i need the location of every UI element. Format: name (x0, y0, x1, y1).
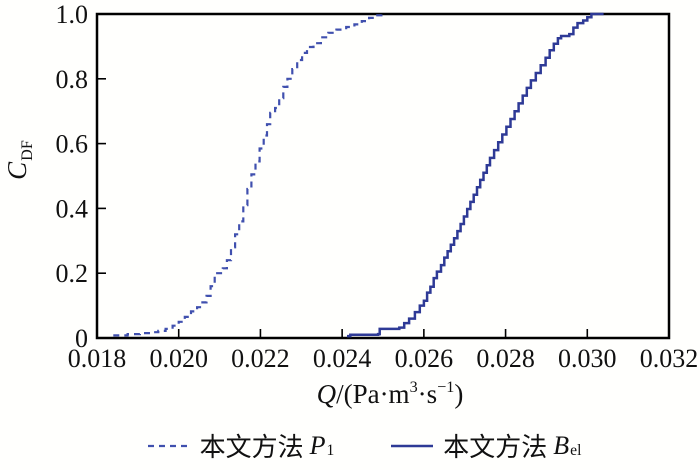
y-axis-tick-label: 0.2 (56, 259, 89, 288)
y-axis-label: CDF (2, 110, 36, 210)
x-axis-exponent-3: 3 (409, 378, 418, 397)
x-axis-unit-text: /(Pa·m (336, 379, 410, 409)
legend-sub-bel: el (570, 441, 582, 459)
x-axis-tick-label: 0.026 (395, 344, 454, 373)
y-axis-tick-label: 0.6 (56, 130, 89, 159)
legend-var-p1: P (309, 430, 326, 460)
y-axis-tick-label: 1.0 (56, 0, 89, 29)
series-bel-curve (347, 12, 604, 338)
legend-item-p1: 本文方法 P 1 (147, 427, 335, 464)
x-axis-tick-label: 0.024 (313, 344, 372, 373)
x-axis-label: Q/(Pa·m3·s−1) (97, 378, 683, 410)
x-axis-tick-label: 0.020 (149, 344, 208, 373)
plot-frame (95, 12, 671, 340)
series-p1-curve (113, 14, 383, 337)
x-axis-tick-label: 0.028 (476, 344, 535, 373)
x-axis-tick-label: 0.032 (640, 344, 699, 373)
x-axis-variable: Q (316, 379, 337, 409)
x-axis-unit-close: ) (454, 379, 464, 409)
legend-label-p1: 本文方法 (199, 433, 304, 462)
x-axis-tick-label: 0.022 (231, 344, 290, 373)
x-axis-tick-label: 0.018 (68, 344, 127, 373)
y-axis-tick-label: 0 (75, 324, 88, 353)
legend-label-bel: 本文方法 (443, 433, 548, 462)
x-axis-unit-text-2: ·s (417, 379, 438, 409)
y-axis-tick-label: 0.4 (56, 194, 89, 223)
x-axis-exponent-neg1: −1 (437, 378, 455, 397)
y-axis-variable: C (2, 161, 32, 180)
legend-sub-p1: 1 (326, 441, 335, 459)
dashed-line-swatch-icon (147, 444, 190, 447)
y-axis-tick-label: 0.8 (56, 65, 89, 94)
x-axis-tick-label: 0.030 (558, 344, 617, 373)
solid-line-swatch-icon (391, 444, 434, 447)
legend-var-bel: B (553, 430, 570, 460)
y-axis-subscript: DF (17, 140, 36, 161)
